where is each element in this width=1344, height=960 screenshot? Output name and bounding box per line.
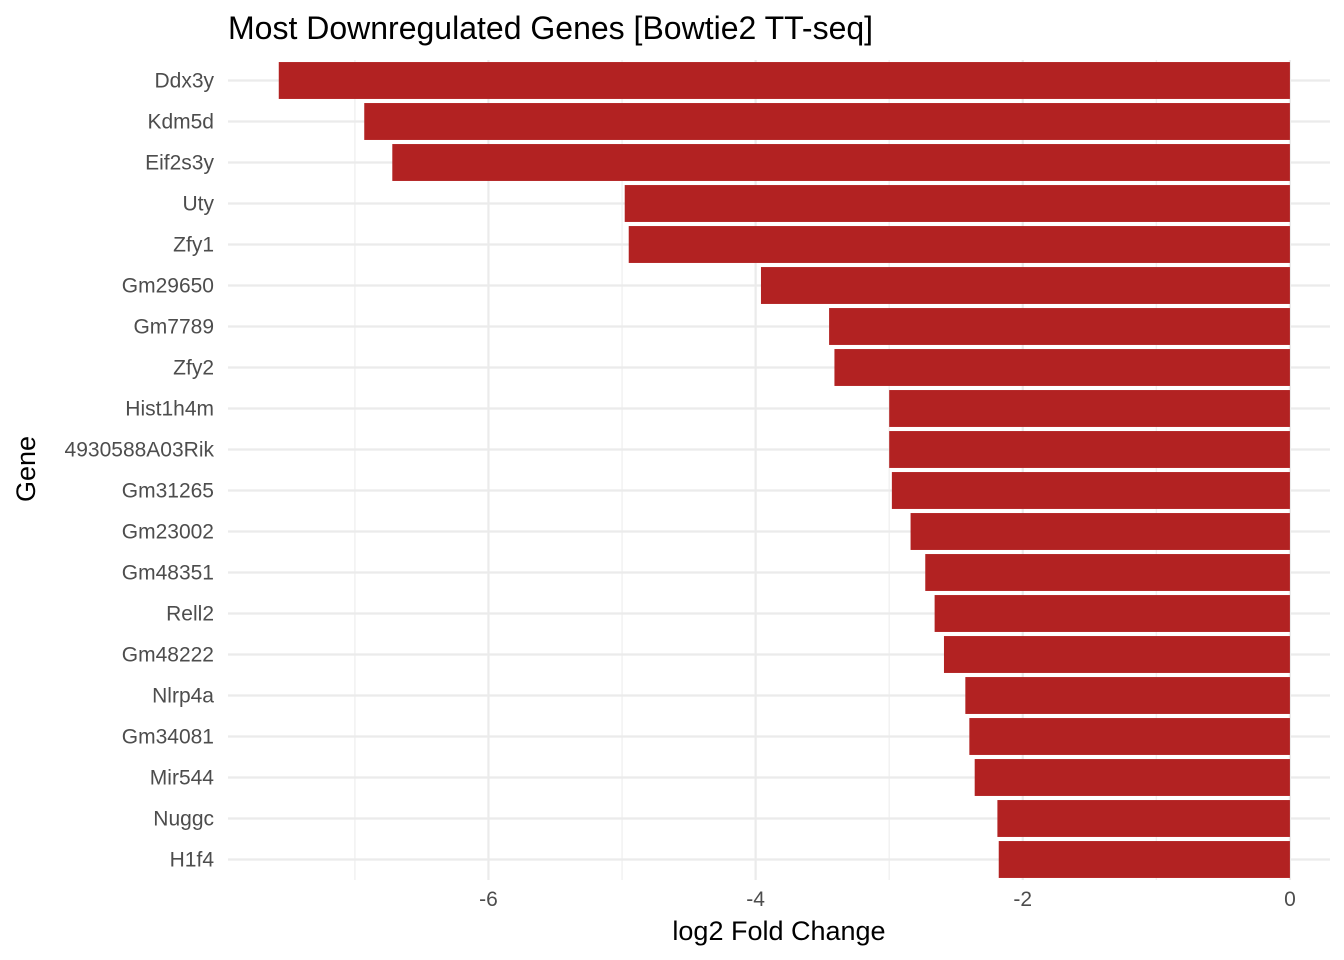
bar — [834, 349, 1290, 386]
chart-title: Most Downregulated Genes [Bowtie2 TT-seq… — [228, 10, 873, 46]
bar — [974, 759, 1290, 796]
bar — [934, 595, 1290, 632]
bar — [829, 308, 1290, 345]
x-tick-labels: -6 -4 -2 0 — [479, 888, 1296, 911]
y-tick-label: Mir544 — [150, 767, 215, 790]
bar — [278, 62, 1290, 99]
bar — [889, 390, 1290, 427]
bars — [278, 62, 1290, 878]
y-tick-label: Gm23002 — [122, 521, 214, 544]
y-tick-label: Gm48222 — [122, 644, 214, 667]
y-tick-label: Zfy1 — [173, 234, 214, 257]
bar — [969, 718, 1290, 755]
bar — [760, 267, 1290, 304]
bar — [910, 513, 1290, 550]
y-tick-label: Gm48351 — [122, 562, 214, 585]
y-axis-title: Gene — [11, 436, 41, 502]
y-tick-label: H1f4 — [170, 849, 215, 872]
bar — [392, 144, 1290, 181]
bar — [364, 103, 1290, 140]
y-tick-label: Kdm5d — [147, 111, 214, 134]
y-tick-label: Gm31265 — [122, 480, 214, 503]
bar — [965, 677, 1290, 714]
x-axis-title: log2 Fold Change — [672, 916, 885, 946]
y-tick-label: Gm7789 — [133, 316, 214, 339]
bar — [998, 841, 1290, 878]
y-tick-label: Ddx3y — [154, 70, 214, 93]
y-tick-label: Hist1h4m — [125, 398, 214, 421]
x-tick-label: -2 — [1013, 888, 1032, 911]
y-tick-label: Uty — [183, 193, 215, 216]
y-tick-label: Zfy2 — [173, 357, 214, 380]
y-tick-label: Gm34081 — [122, 726, 214, 749]
y-tick-label: Nlrp4a — [152, 685, 214, 708]
bar — [943, 636, 1290, 673]
bar — [889, 431, 1290, 468]
y-tick-label: Eif2s3y — [145, 152, 214, 175]
y-tick-label: 4930588A03Rik — [65, 439, 215, 462]
x-tick-label: -6 — [479, 888, 498, 911]
grid-major-lines — [228, 60, 1330, 880]
y-tick-label: Rell2 — [166, 603, 214, 626]
bar — [628, 226, 1290, 263]
bar — [624, 185, 1290, 222]
y-tick-label: Gm29650 — [122, 275, 214, 298]
x-tick-label: 0 — [1284, 888, 1296, 911]
y-tick-labels: Ddx3y Kdm5d Eif2s3y Uty Zfy1 Gm29650 Gm7789 Zfy… — [65, 70, 215, 872]
bar — [997, 800, 1290, 837]
x-tick-label: -4 — [746, 888, 765, 911]
bar — [925, 554, 1290, 591]
bar — [891, 472, 1290, 509]
y-tick-label: Nuggc — [153, 808, 214, 831]
